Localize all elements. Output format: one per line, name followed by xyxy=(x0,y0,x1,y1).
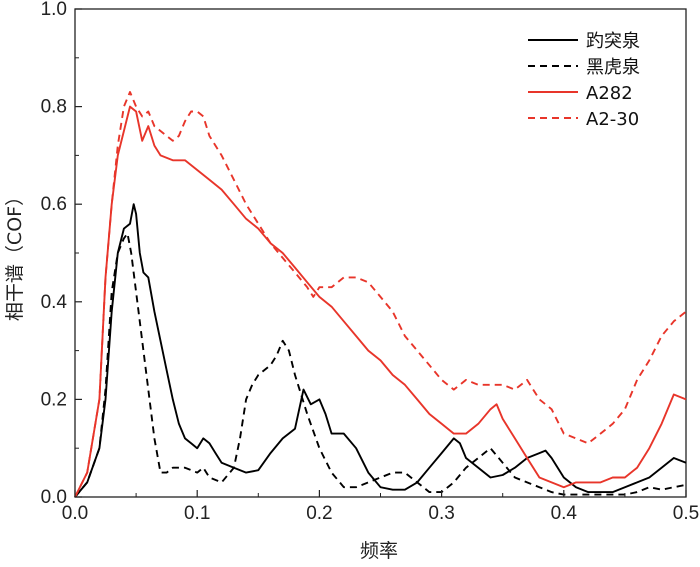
x-tick-label: 0.2 xyxy=(306,503,332,524)
series-line-1 xyxy=(74,203,687,498)
y-tick-label: 1.0 xyxy=(41,0,67,20)
y-axis-title: 相干谱（COF） xyxy=(4,187,26,321)
series-line-4 xyxy=(74,91,687,498)
x-tick-label: 0.5 xyxy=(673,503,699,524)
legend-label: 趵突泉 xyxy=(586,31,640,52)
x-tick-label: 0.4 xyxy=(551,503,578,524)
x-tick-label: 0.0 xyxy=(62,503,88,524)
x-axis: 0.0 0.1 0.2 0.3 0.4 0.5 xyxy=(62,490,699,524)
x-tick-label: 0.1 xyxy=(184,503,210,524)
x-axis-title: 频率 xyxy=(360,540,398,562)
y-tick-label: 0.2 xyxy=(41,389,67,410)
y-tick-label: 0.4 xyxy=(41,292,68,313)
y-tick-label: 0.8 xyxy=(41,97,67,118)
legend-label: A2-30 xyxy=(586,109,639,130)
series-line-2 xyxy=(74,232,687,498)
legend-label: 黑虎泉 xyxy=(586,57,640,78)
y-tick-label: 0.0 xyxy=(41,487,67,508)
x-tick-label: 0.3 xyxy=(428,503,454,524)
series-lines xyxy=(74,91,687,498)
y-tick-label: 0.6 xyxy=(41,194,67,215)
series-line-3 xyxy=(74,105,687,498)
y-axis: 0.0 0.2 0.4 0.6 0.8 1.0 xyxy=(41,0,82,508)
legend-label: A282 xyxy=(586,83,633,104)
